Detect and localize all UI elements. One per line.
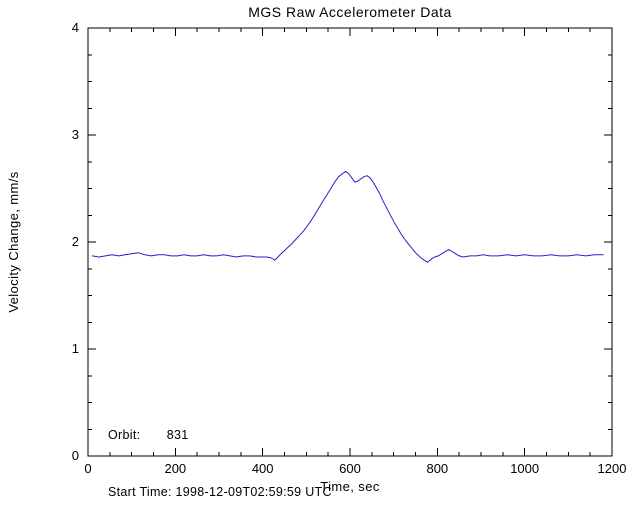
x-tick-label: 0 bbox=[84, 461, 91, 476]
data-series bbox=[91, 170, 604, 263]
x-axis-label: Time, sec bbox=[320, 479, 380, 494]
annotation-start-time: Start Time: 1998-12-09T02:59:59 UTC bbox=[108, 485, 332, 499]
x-tick-label: 1000 bbox=[510, 461, 539, 476]
x-tick-label: 200 bbox=[164, 461, 186, 476]
y-tick-label: 1 bbox=[72, 341, 79, 356]
x-tick-label: 400 bbox=[252, 461, 274, 476]
y-tick-label: 0 bbox=[72, 448, 79, 463]
y-axis-label: Velocity Change, mm/s bbox=[6, 171, 21, 312]
x-tick-label: 600 bbox=[339, 461, 361, 476]
y-tick-label: 3 bbox=[72, 127, 79, 142]
y-tick-label: 2 bbox=[72, 234, 79, 249]
x-tick-label: 1200 bbox=[598, 461, 627, 476]
y-tick-label: 4 bbox=[72, 20, 79, 35]
annotation-orbit: Orbit: 831 bbox=[108, 428, 189, 442]
annotation-block: Orbit: 831 Start Time: 1998-12-09T02:59:… bbox=[108, 388, 332, 512]
axes: 0 200 400 600 800 1000 1200 0 1 2 3 4 bbox=[72, 20, 627, 476]
velocity-change-line bbox=[91, 170, 604, 263]
x-tick-label: 800 bbox=[426, 461, 448, 476]
chart-title: MGS Raw Accelerometer Data bbox=[248, 4, 452, 20]
